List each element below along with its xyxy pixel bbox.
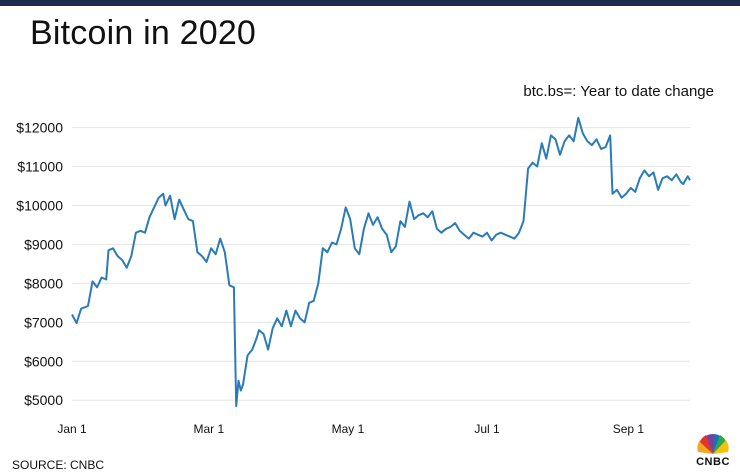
x-tick-label: Jul 1 [474,422,500,436]
cnbc-logo-text: CNBC [696,456,730,468]
y-tick-label: $11000 [17,159,63,175]
y-tick-label: $12000 [16,120,63,136]
y-tick-label: $9000 [24,236,63,252]
chart-title: Bitcoin in 2020 [30,14,257,52]
x-tick-label: Jan 1 [57,422,87,436]
y-tick-label: $10000 [16,197,63,213]
y-tick-label: $6000 [24,353,63,369]
source-note: SOURCE: CNBC [12,458,105,472]
chart-subtitle: btc.bs=: Year to date change [523,83,714,100]
y-tick-label: $5000 [24,392,63,408]
x-tick-label: Mar 1 [193,422,224,436]
series-line-0 [71,116,691,408]
x-tick-label: May 1 [332,422,365,436]
x-tick-label: Sep 1 [613,422,645,436]
y-tick-label: $7000 [24,314,63,330]
y-tick-label: $8000 [24,275,63,291]
cnbc-peacock-logo-icon [697,434,729,454]
top-accent-bar [0,0,740,6]
